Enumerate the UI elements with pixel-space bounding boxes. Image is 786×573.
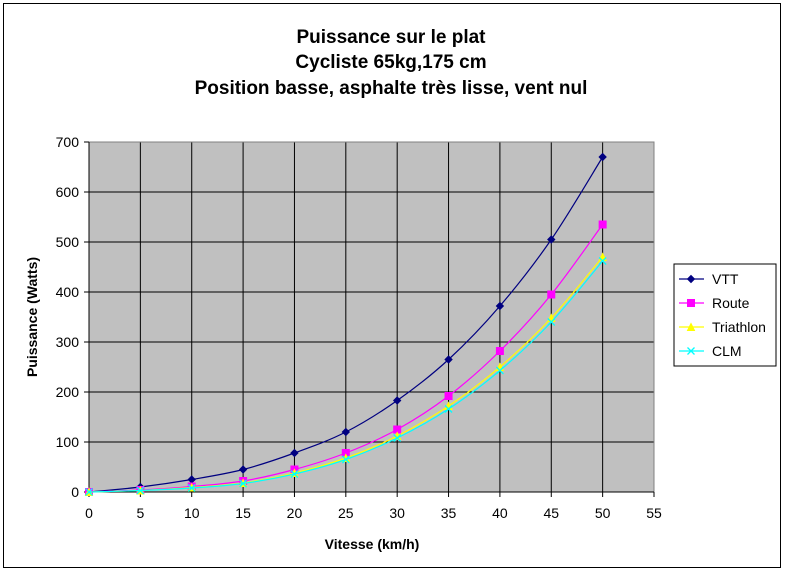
data-point-clm [239,479,248,488]
data-point-vtt [341,427,351,437]
legend-label: CLM [712,343,742,359]
series-line-clm [88,260,604,493]
data-point-vtt [547,235,556,244]
legend-swatch-marker [686,322,696,331]
y-tick-label: 700 [56,134,80,150]
legend-label: VTT [712,271,739,287]
legend-label: Route [712,295,750,311]
data-point-vtt [444,355,453,364]
chart-title-line-2: Cycliste 65kg,175 cm [295,52,486,73]
legend-swatch-marker [687,299,695,307]
data-point-vtt [392,396,402,405]
plot-area [89,142,654,492]
y-tick-label: 600 [56,184,80,200]
x-tick-label: 25 [338,505,354,521]
legend-label: Triathlon [712,319,766,335]
y-tick-label: 200 [56,384,80,400]
series-group [84,152,607,497]
x-tick-labels: 0 5 10 15 20 25 30 35 40 45 50 55 [85,505,662,521]
data-point-clm [85,488,93,496]
data-point-vtt [598,152,607,162]
chart-title: Puissance sur le plat Cycliste 65kg,175 … [195,27,588,99]
y-tick-label: 100 [56,434,80,450]
x-tick-label: 50 [595,505,611,521]
legend-entry-route: Route [679,295,750,311]
x-tick-label: 55 [646,505,662,521]
data-point-clm [598,257,607,265]
data-point-clm [547,318,556,326]
y-tick-labels: 0 100 200 300 400 500 600 700 [56,134,80,500]
axes [84,141,655,497]
legend-entry-vtt: VTT [679,271,739,287]
data-point-vtt [495,301,505,311]
series-line-vtt [88,156,604,493]
y-tick-label: 500 [56,234,80,250]
x-tick-label: 35 [441,505,457,521]
legend-entry-clm: CLM [679,343,742,359]
data-point-route [444,392,453,400]
data-point-vtt [290,448,299,458]
data-point-clm [341,455,350,464]
chart-title-line-1: Puissance sur le plat [296,27,486,48]
data-point-clm [444,405,453,413]
data-point-route [547,290,556,299]
x-tick-label: 45 [543,505,559,521]
data-point-vtt [238,465,248,474]
y-axis-label: Puissance (Watts) [24,257,40,377]
x-tick-label: 40 [492,505,508,521]
legend-entry-triathlon: Triathlon [679,319,766,335]
data-point-clm [187,484,196,492]
series-line-route [88,224,604,493]
x-tick-label: 0 [85,505,93,521]
x-tick-label: 10 [184,505,200,521]
data-point-clm [495,366,504,375]
x-tick-label: 15 [235,505,251,521]
data-point-clm [136,486,145,495]
legend-swatch-marker [687,347,695,355]
series-clm [85,257,607,496]
y-tick-label: 400 [56,284,80,300]
x-axis-label: Vitesse (km/h) [325,536,420,552]
chart-title-line-3: Position basse, asphalte très lisse, ven… [195,78,588,99]
legend: VTT Route Triathlon CLM [673,263,777,367]
data-point-clm [290,470,299,478]
y-tick-label: 0 [71,484,79,500]
x-tick-label: 30 [389,505,405,521]
x-tick-label: 20 [287,505,303,521]
data-point-clm [393,434,402,442]
data-point-route [598,220,607,229]
legend-swatch-marker [686,274,696,284]
data-point-route [495,347,504,355]
y-tick-label: 300 [56,334,80,350]
x-tick-label: 5 [136,505,144,521]
